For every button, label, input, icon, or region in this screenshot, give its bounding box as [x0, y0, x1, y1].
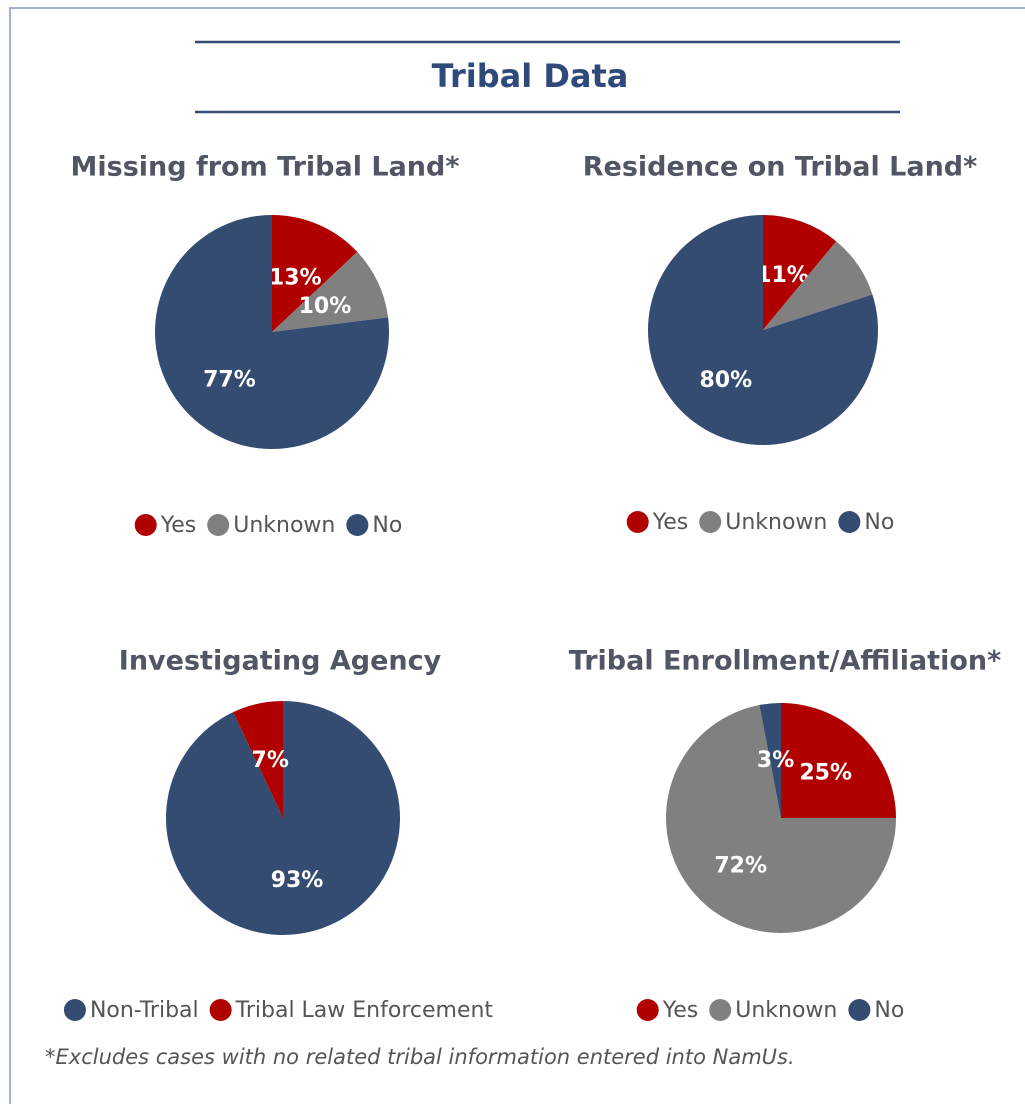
pie-slice — [272, 251, 389, 332]
page-title: Tribal Data — [432, 57, 629, 95]
legend-swatch — [848, 999, 871, 1021]
legend-label: Yes — [652, 510, 689, 535]
legend-swatch — [209, 999, 232, 1021]
pie-slice — [155, 215, 389, 449]
frame — [9, 7, 1025, 1104]
legend-label: Unknown — [735, 998, 837, 1023]
data-label: 77% — [203, 367, 256, 392]
data-label: 7% — [252, 748, 289, 773]
pie-slice — [781, 703, 896, 818]
data-label: 93% — [271, 868, 324, 893]
legend-label: No — [864, 510, 894, 535]
legend-swatch — [134, 514, 157, 536]
legend-label: No — [372, 513, 402, 538]
chart-title: Tribal Enrollment/Affiliation* — [569, 646, 1002, 677]
legend-label: Yes — [662, 998, 699, 1023]
legend-swatch — [709, 999, 732, 1021]
data-label: 3% — [757, 748, 794, 773]
chart-title: Investigating Agency — [119, 646, 442, 677]
legend-swatch — [63, 999, 86, 1021]
legend-swatch — [207, 514, 230, 536]
data-label: 13% — [269, 265, 322, 290]
data-label: 25% — [799, 760, 852, 785]
legend-label: Unknown — [725, 510, 827, 535]
chart-title: Missing from Tribal Land* — [71, 152, 460, 183]
pie-slice — [759, 703, 781, 818]
pie-slice — [763, 241, 873, 330]
legend-swatch — [636, 999, 659, 1021]
legend-swatch — [626, 511, 649, 533]
data-label: 80% — [699, 368, 752, 393]
footnote: *Excludes cases with no related tribal i… — [45, 1045, 795, 1069]
chart-title: Residence on Tribal Land* — [583, 152, 978, 183]
pie-slice — [272, 215, 358, 332]
legend-label: Non-Tribal — [90, 998, 199, 1023]
legend-label: Tribal Law Enforcement — [235, 998, 494, 1023]
legend-swatch — [838, 511, 861, 533]
pie-slice — [233, 701, 283, 818]
pie-slice — [166, 701, 401, 936]
legend-label: No — [874, 998, 904, 1023]
legend-swatch — [346, 514, 369, 536]
data-label: 72% — [714, 854, 767, 879]
data-label: 11% — [756, 263, 809, 288]
legend-label: Yes — [160, 513, 197, 538]
pie-slice — [763, 215, 837, 330]
pie-slice — [648, 215, 879, 445]
legend-label: Unknown — [233, 513, 335, 538]
pie-slice — [666, 705, 896, 933]
legend-swatch — [699, 511, 722, 533]
data-label: 10% — [299, 294, 352, 319]
